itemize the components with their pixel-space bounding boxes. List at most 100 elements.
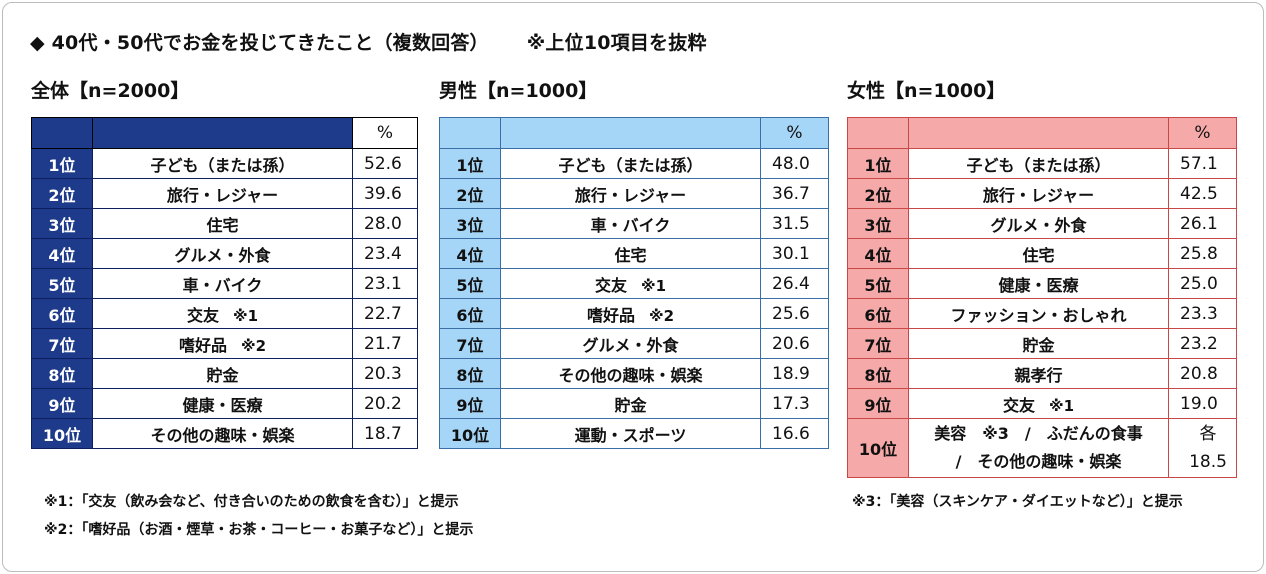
table-row: 5位 交友 ※1 26.4 (439, 268, 829, 299)
item-text: 旅行・レジャー (982, 185, 1095, 205)
percent-cell: 23.1 (352, 268, 418, 299)
percent-cell: 31.5 (760, 208, 829, 239)
male-table-body: % 1位 子ども（または孫） 48.0 2位 旅行・レジャー 36.7 3位 車・バイク 31.5… (439, 117, 829, 449)
header-item-cell (92, 117, 353, 149)
item-cell: 住宅 (908, 238, 1169, 269)
item-text: グルメ・外食 (582, 335, 679, 355)
percent-cell: 42.5 (1168, 178, 1237, 209)
table-row: 3位 車・バイク 31.5 (439, 208, 829, 239)
table-row: 9位 交友 ※1 19.0 (847, 388, 1237, 419)
table-row: 7位 グルメ・外食 20.6 (439, 328, 829, 359)
table-row: 5位 健康・医療 25.0 (847, 268, 1237, 299)
percent-cell: 20.8 (1168, 358, 1237, 389)
item-cell: ファッション・おしゃれ (908, 298, 1169, 329)
rank-cell: 4位 (439, 238, 501, 269)
item-cell: 子ども（または孫） (500, 148, 761, 179)
item-cell: 住宅 (500, 238, 761, 269)
rank-cell: 9位 (439, 388, 501, 419)
rank-cell: 10位 (439, 418, 501, 449)
item-text: 健康・医療 (182, 395, 263, 415)
percent-cell: 23.2 (1168, 328, 1237, 359)
percent-cell: 22.7 (352, 298, 418, 329)
rank-cell: 9位 (847, 388, 909, 419)
item-text: その他の趣味・娯楽 (150, 425, 295, 445)
item-text: 車・バイク (182, 275, 263, 295)
rank-cell: 8位 (31, 358, 93, 389)
female-table-body: % 1位 子ども（または孫） 57.1 2位 旅行・レジャー 42.5 3位 グルメ・外食 26.… (847, 117, 1237, 478)
item-cell: 子ども（または孫） (908, 148, 1169, 179)
table-row: 8位 その他の趣味・娯楽 18.9 (439, 358, 829, 389)
item-cell: 嗜好品 ※2 (500, 298, 761, 329)
footnote-2: ※2：「嗜好品（お酒・煙草・お茶・コーヒー・お菓子など）」と提示 (44, 522, 474, 538)
rank-cell: 7位 (439, 328, 501, 359)
percent-cell: 23.3 (1168, 298, 1237, 329)
percent-prefix: 各 (1199, 424, 1217, 444)
overall-table-body: % 1位 子ども（または孫） 52.6 2位 旅行・レジャー 39.6 3位 住宅 28.0 4位 グ… (31, 117, 418, 449)
item-text: 交友 (186, 305, 219, 325)
rank-cell: 9位 (31, 388, 93, 419)
item-cell: 交友 ※1 (92, 298, 353, 329)
item-text: 交友 (594, 275, 627, 295)
rank-cell: 8位 (847, 358, 909, 389)
item-cell: 貯金 (500, 388, 761, 419)
item-text: 車・バイク (590, 215, 671, 235)
item-text: グルメ・外食 (990, 215, 1087, 235)
item-text: 旅行・レジャー (574, 185, 687, 205)
item-cell: その他の趣味・娯楽 (500, 358, 761, 389)
header-percent-cell: % (352, 117, 418, 149)
percent-cell: 25.8 (1168, 238, 1237, 269)
overall-table: % 1位 子ども（または孫） 52.6 2位 旅行・レジャー 39.6 3位 住宅 28.0 4位 グ… (31, 117, 418, 449)
rank-cell: 6位 (439, 298, 501, 329)
rank-cell: 5位 (439, 268, 501, 299)
item-cell: 貯金 (92, 358, 353, 389)
header-item-cell (908, 117, 1169, 149)
percent-cell: 18.7 (352, 418, 418, 449)
header-rank-cell (31, 117, 93, 149)
item-text: 子ども（または孫） (558, 155, 703, 175)
item-text: 嗜好品 (586, 305, 635, 325)
item-cell: グルメ・外食 (500, 328, 761, 359)
footnote-mark: ※1 (640, 276, 667, 295)
footnote-mark: ※2 (240, 336, 267, 355)
table-row: 6位 ファッション・おしゃれ 23.3 (847, 298, 1237, 329)
table-header-row: % (439, 117, 829, 149)
item-text: 運動・スポーツ (574, 425, 687, 445)
percent-cell: 19.0 (1168, 388, 1237, 419)
rank-cell: 4位 (847, 238, 909, 269)
item-text: 旅行・レジャー (166, 185, 279, 205)
figure-title: ◆ 40代・50代でお金を投じてきたこと（複数回答） ※上位10項目を抜粋 (30, 28, 707, 58)
item-cell: 親孝行 (908, 358, 1169, 389)
table-header-row: % (31, 117, 418, 149)
percent-cell: 57.1 (1168, 148, 1237, 179)
item-cell: 交友 ※1 (908, 388, 1169, 419)
table-row: 9位 貯金 17.3 (439, 388, 829, 419)
table-row: 5位 車・バイク 23.1 (31, 268, 418, 299)
percent-cell: 18.9 (760, 358, 829, 389)
table-row: 6位 嗜好品 ※2 25.6 (439, 298, 829, 329)
table-row: 1位 子ども（または孫） 52.6 (31, 148, 418, 179)
item-cell: 子ども（または孫） (92, 148, 353, 179)
table-row: 1位 子ども（または孫） 48.0 (439, 148, 829, 179)
item-cell: 住宅 (92, 208, 353, 239)
male-table: % 1位 子ども（または孫） 48.0 2位 旅行・レジャー 36.7 3位 車・バイク 31.5… (439, 117, 829, 449)
item-text: その他の趣味・娯楽 (558, 365, 703, 385)
table-row: 9位 健康・医療 20.2 (31, 388, 418, 419)
item-cell: 運動・スポーツ (500, 418, 761, 449)
rank-cell: 8位 (439, 358, 501, 389)
table-row: 2位 旅行・レジャー 42.5 (847, 178, 1237, 209)
rank-cell: 6位 (31, 298, 93, 329)
table-row: 2位 旅行・レジャー 39.6 (31, 178, 418, 209)
rank-cell: 2位 (439, 178, 501, 209)
rank-cell: 3位 (31, 208, 93, 239)
rank-cell: 5位 (847, 268, 909, 299)
item-text: 住宅 (614, 245, 647, 265)
rank-cell: 3位 (847, 208, 909, 239)
percent-cell: 16.6 (760, 418, 829, 449)
item-text: 貯金 (206, 365, 239, 385)
percent-cell: 20.3 (352, 358, 418, 389)
item-cell: 美容 ※3 / ふだんの食事 / その他の趣味・娯楽 (908, 418, 1169, 478)
table-row: 4位 住宅 30.1 (439, 238, 829, 269)
footnote-mark: ※1 (232, 306, 259, 325)
item-text: グルメ・外食 (174, 245, 271, 265)
header-percent-cell: % (760, 117, 829, 149)
